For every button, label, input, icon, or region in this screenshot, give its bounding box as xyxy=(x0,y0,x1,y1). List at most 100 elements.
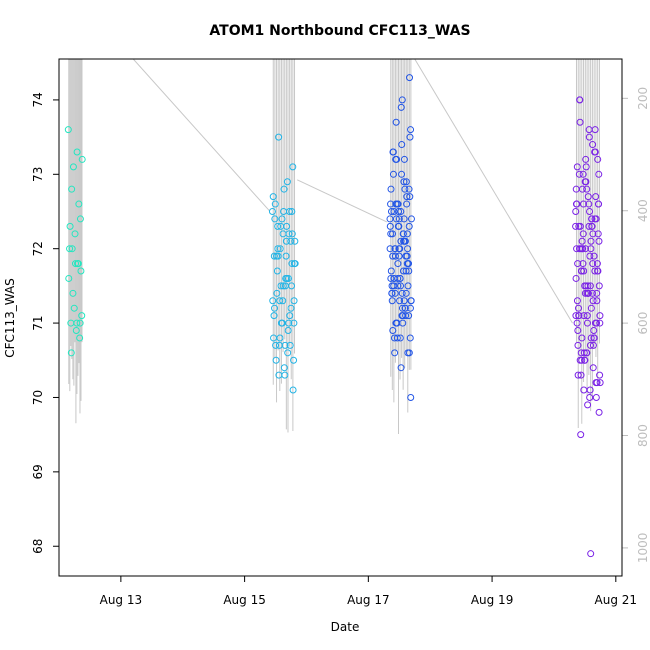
data-point xyxy=(402,289,410,297)
y2-tick-label: 600 xyxy=(636,312,650,335)
data-point xyxy=(397,207,405,215)
data-point xyxy=(68,185,76,193)
data-point xyxy=(391,252,399,260)
x-tick-label: Aug 13 xyxy=(100,593,143,607)
data-point xyxy=(400,297,408,305)
data-point xyxy=(398,141,406,149)
data-point xyxy=(591,319,599,327)
data-point xyxy=(272,341,280,349)
data-point xyxy=(401,185,409,193)
data-point xyxy=(395,252,403,260)
data-point xyxy=(387,185,395,193)
data-point xyxy=(593,297,601,305)
data-point xyxy=(594,155,602,163)
data-point xyxy=(406,334,414,342)
data-point xyxy=(76,215,84,223)
data-point xyxy=(78,312,86,320)
data-point xyxy=(278,319,286,327)
data-point xyxy=(592,193,600,201)
data-point xyxy=(280,207,288,215)
data-point xyxy=(402,312,410,320)
data-point xyxy=(402,267,410,275)
data-point xyxy=(591,215,599,223)
data-point xyxy=(588,289,596,297)
data-point xyxy=(403,230,411,238)
data-point xyxy=(589,260,597,268)
data-point xyxy=(592,379,600,387)
data-point xyxy=(389,327,397,335)
data-point xyxy=(589,297,597,305)
data-point xyxy=(574,260,582,268)
y2-tick-label: 1000 xyxy=(636,533,650,564)
data-point xyxy=(399,230,407,238)
data-point xyxy=(401,304,409,312)
data-point xyxy=(269,193,277,201)
data-point xyxy=(594,267,602,275)
data-point xyxy=(585,222,593,230)
data-point xyxy=(398,312,406,320)
data-point xyxy=(573,319,581,327)
data-point xyxy=(396,297,404,305)
data-point xyxy=(70,304,78,312)
data-point xyxy=(289,386,297,394)
data-point xyxy=(400,215,408,223)
data-point xyxy=(66,245,74,253)
data-point xyxy=(580,349,588,357)
data-point xyxy=(586,393,594,401)
y2-tick-label: 400 xyxy=(636,199,650,222)
x-tick-label: Aug 19 xyxy=(471,593,514,607)
data-points xyxy=(64,74,604,558)
data-point xyxy=(273,267,281,275)
data-point xyxy=(573,297,581,305)
data-point xyxy=(404,260,412,268)
data-point xyxy=(64,126,72,134)
data-point xyxy=(574,304,582,312)
data-point xyxy=(396,334,404,342)
data-point xyxy=(287,237,295,245)
data-point xyxy=(572,274,580,282)
data-point xyxy=(284,327,292,335)
data-point xyxy=(387,274,395,282)
transit-line xyxy=(83,58,270,212)
data-point xyxy=(392,118,400,126)
x-axis-label: Date xyxy=(331,620,360,634)
data-point xyxy=(589,141,597,149)
data-point xyxy=(576,96,584,104)
data-point xyxy=(583,185,591,193)
data-point xyxy=(389,148,397,156)
data-point xyxy=(73,319,81,327)
data-point xyxy=(406,74,414,82)
data-point xyxy=(583,349,591,357)
y2-tick-label: 800 xyxy=(636,424,650,447)
data-point xyxy=(394,222,402,230)
data-point xyxy=(595,408,603,416)
data-point xyxy=(590,327,598,335)
data-point xyxy=(400,178,408,186)
data-point xyxy=(580,386,588,394)
data-point xyxy=(579,260,587,268)
data-point xyxy=(578,185,586,193)
data-point xyxy=(288,282,296,290)
data-point xyxy=(387,200,395,208)
chart-title: ATOM1 Northbound CFC113_WAS xyxy=(209,23,470,39)
data-point xyxy=(587,550,595,558)
data-point xyxy=(407,297,415,305)
data-point xyxy=(72,327,80,335)
data-point xyxy=(589,341,597,349)
data-point xyxy=(76,319,84,327)
data-point xyxy=(572,207,580,215)
data-point xyxy=(281,341,289,349)
data-point xyxy=(274,222,282,230)
data-point xyxy=(393,200,401,208)
data-point xyxy=(398,289,406,297)
data-point xyxy=(276,297,284,305)
data-point xyxy=(390,207,398,215)
y-tick-label: 74 xyxy=(31,92,45,107)
data-point xyxy=(273,289,281,297)
data-point xyxy=(288,207,296,215)
data-point xyxy=(581,356,589,364)
data-point xyxy=(588,222,596,230)
data-point xyxy=(586,341,594,349)
data-point xyxy=(282,252,290,260)
